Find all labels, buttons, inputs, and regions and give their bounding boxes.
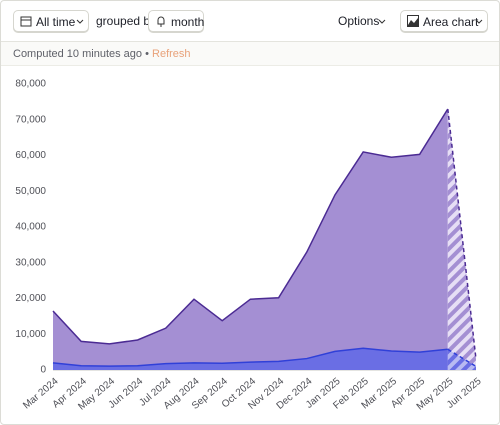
y-tick-label: 10,000 xyxy=(15,329,46,340)
date-range-label: All time xyxy=(36,15,76,29)
y-tick-label: 0 xyxy=(40,365,46,376)
calendar-icon xyxy=(20,16,32,27)
interval-label: month xyxy=(171,15,205,29)
status-bar: Computed 10 minutes ago • Refresh xyxy=(1,42,499,66)
line xyxy=(52,347,448,367)
y-tick-label: 20,000 xyxy=(15,293,46,304)
y-tick-label: 50,000 xyxy=(15,186,46,197)
chart-type-button[interactable]: Area chart xyxy=(400,10,488,32)
incomplete-area xyxy=(447,349,476,370)
toolbar: All time grouped by month Options Area c… xyxy=(1,1,499,42)
area xyxy=(53,348,448,370)
chevron xyxy=(475,19,483,24)
bell-icon xyxy=(157,16,165,27)
refresh-link[interactable]: Refresh xyxy=(152,48,191,60)
y-tick-label: 40,000 xyxy=(15,222,46,233)
grouped-by-text: grouped by xyxy=(96,14,157,28)
chart-type-label: Area chart xyxy=(423,15,479,29)
y-tick-label: 60,000 xyxy=(15,150,46,161)
line xyxy=(52,108,449,345)
separator: • xyxy=(145,48,149,60)
area xyxy=(53,109,448,371)
chevron xyxy=(76,19,84,24)
y-tick-label: 30,000 xyxy=(15,257,46,268)
chart: 0 10,000 20,000 30,000 40,000 50,000 60,000 70,… xyxy=(15,79,484,413)
y-tick-label: 80,000 xyxy=(15,79,46,90)
date-range-button[interactable]: All time xyxy=(13,10,89,32)
options-label: Options xyxy=(338,14,380,28)
options-button[interactable]: Options xyxy=(338,10,390,32)
area-icon xyxy=(407,15,419,27)
incomplete-area xyxy=(447,109,476,371)
chevron xyxy=(378,19,386,24)
incomplete-line xyxy=(447,348,477,368)
computed-text: Computed 10 minutes ago xyxy=(13,48,143,60)
y-tick-label: 70,000 xyxy=(15,114,46,125)
interval-button[interactable]: month xyxy=(148,10,204,32)
